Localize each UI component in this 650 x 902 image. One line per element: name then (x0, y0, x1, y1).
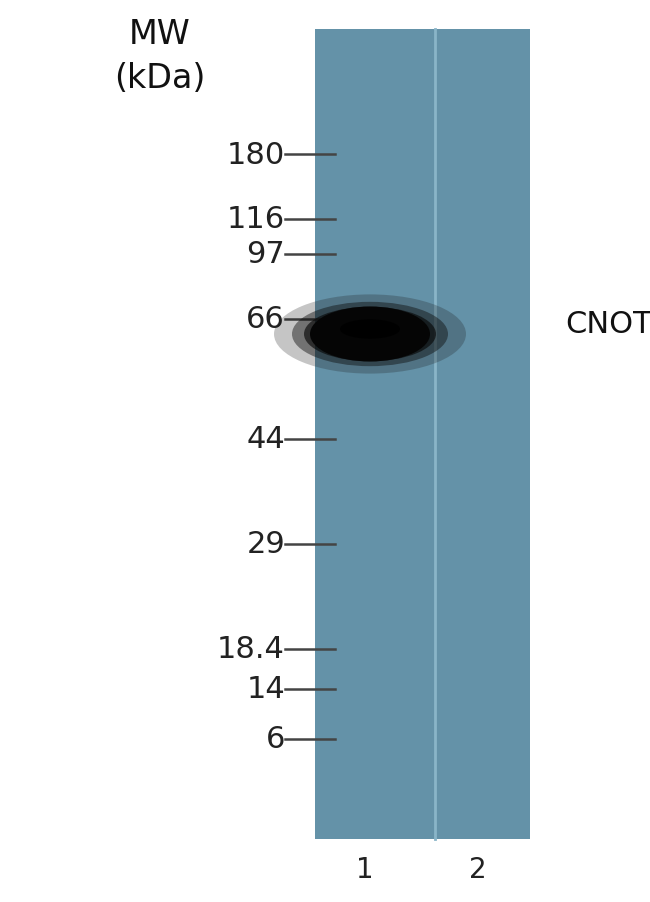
Bar (315, 30, 530, 839)
Text: 116: 116 (227, 206, 285, 235)
Ellipse shape (274, 295, 466, 374)
Ellipse shape (304, 308, 436, 362)
Ellipse shape (310, 308, 430, 362)
Text: 29: 29 (246, 529, 285, 559)
Text: 180: 180 (227, 141, 285, 170)
Text: 1: 1 (356, 855, 374, 883)
Text: 18.4: 18.4 (217, 635, 285, 664)
Text: 97: 97 (246, 240, 285, 269)
Text: (kDa): (kDa) (114, 61, 205, 95)
Ellipse shape (292, 302, 448, 367)
Ellipse shape (340, 320, 400, 339)
Text: CNOT4: CNOT4 (565, 310, 650, 339)
Text: 2: 2 (469, 855, 487, 883)
Text: 14: 14 (246, 675, 285, 704)
Text: 6: 6 (266, 724, 285, 754)
Text: 66: 66 (246, 305, 285, 334)
Text: MW: MW (129, 18, 191, 51)
Text: 44: 44 (246, 425, 285, 454)
